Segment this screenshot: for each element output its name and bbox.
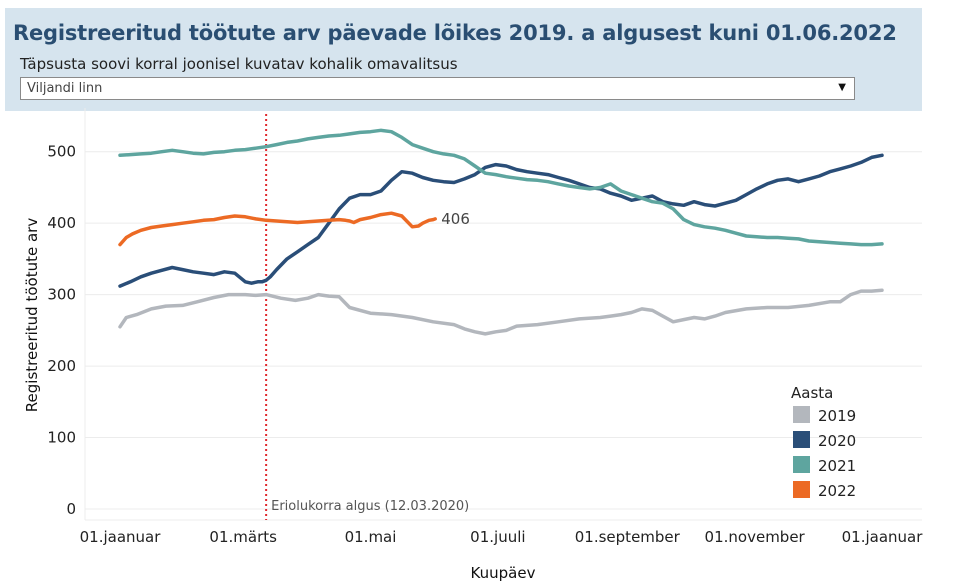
x-axis-ticks: 01.jaanuar 01.märts 01.mai 01.juuli 01.septe… xyxy=(80,528,924,546)
x-tick-label: 01.mai xyxy=(345,528,397,546)
legend: Aasta 2019 2020 2021 2022 xyxy=(791,384,856,500)
y-tick-label: 100 xyxy=(47,429,76,447)
municipality-filter-label: Täpsusta soovi korral joonisel kuvatav k… xyxy=(20,55,458,73)
x-tick-label: 01.jaanuar xyxy=(80,528,162,546)
series-line-2020 xyxy=(118,153,884,288)
end-value-label: 406 xyxy=(441,210,470,228)
series-line-2022 xyxy=(118,211,437,247)
y-tick-label: 400 xyxy=(47,214,76,232)
legend-swatch-2022 xyxy=(793,481,810,498)
y-tick-label: 500 xyxy=(47,143,76,161)
annotation-layer: Eriolukorra algus (12.03.2020) xyxy=(265,114,469,520)
y-tick-label: 200 xyxy=(47,357,76,375)
x-tick-label: 01.november xyxy=(705,528,806,546)
legend-swatch-2020 xyxy=(793,431,810,448)
x-axis-title: Kuupäev xyxy=(471,564,536,582)
legend-label-2021: 2021 xyxy=(818,457,856,475)
legend-label-2020: 2020 xyxy=(818,432,856,450)
y-axis-title: Registreeritud töötute arv xyxy=(23,218,41,413)
gridlines xyxy=(84,108,922,521)
series-line-2021 xyxy=(118,128,884,247)
triangle-down-icon[interactable]: ▼ xyxy=(838,82,846,93)
x-tick-label: 01.märts xyxy=(209,528,277,546)
series-line-2019 xyxy=(118,288,884,336)
municipality-dropdown-value: Viljandi linn xyxy=(27,81,103,96)
legend-swatch-2021 xyxy=(793,456,810,473)
legend-label-2019: 2019 xyxy=(818,407,856,425)
chart-title: Registreeritud töötute arv päevade lõike… xyxy=(13,21,897,45)
filter-header-panel: Registreeritud töötute arv päevade lõike… xyxy=(5,8,922,111)
y-axis-ticks: 0 100 200 300 400 500 xyxy=(47,143,76,518)
legend-title: Aasta xyxy=(791,384,833,402)
x-tick-label: 01.jaanuar xyxy=(842,528,924,546)
legend-label-2022: 2022 xyxy=(818,482,856,500)
series-lines: 406 xyxy=(118,128,884,336)
y-tick-label: 0 xyxy=(66,500,76,518)
y-tick-label: 300 xyxy=(47,286,76,304)
x-tick-label: 01.juuli xyxy=(470,528,525,546)
legend-swatch-2019 xyxy=(793,406,810,423)
municipality-dropdown[interactable]: Viljandi linn ▼ xyxy=(20,77,855,100)
annotation-label: Eriolukorra algus (12.03.2020) xyxy=(271,499,469,514)
x-tick-label: 01.september xyxy=(575,528,681,546)
